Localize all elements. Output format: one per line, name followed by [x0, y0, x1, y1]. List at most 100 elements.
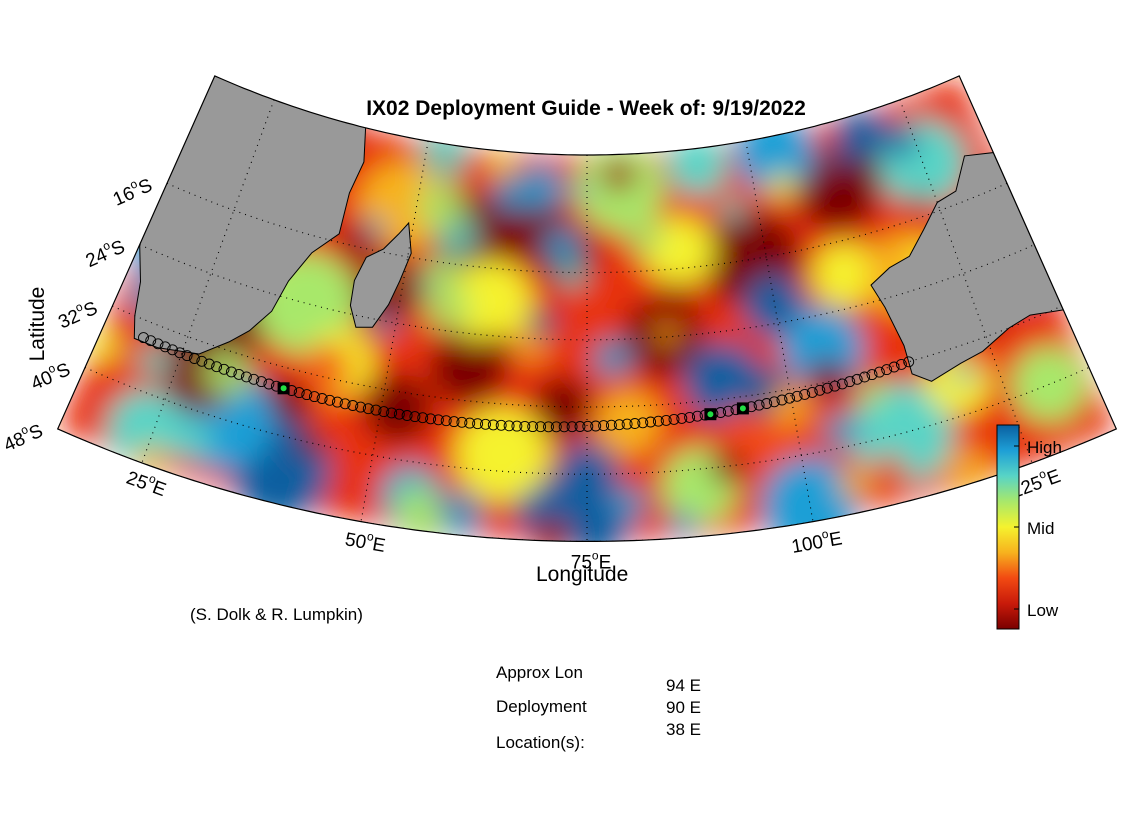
track-marker — [409, 411, 421, 423]
lon-tick-label: 50oE — [343, 525, 387, 557]
track-marker — [386, 407, 398, 419]
colorbar-label-mid: Mid — [1027, 519, 1054, 538]
y-axis-label: Latitude — [26, 286, 49, 362]
track-marker — [761, 398, 773, 409]
table-value-3: 38 E — [666, 720, 701, 739]
svg-text:48oS: 48oS — [0, 417, 46, 456]
lat-tick-label: 32oS — [54, 294, 101, 334]
track-marker — [598, 420, 610, 432]
track-marker — [859, 371, 871, 383]
track-marker — [255, 376, 267, 388]
lat-tick-label: 48oS — [0, 417, 47, 457]
svg-text:16oS: 16oS — [108, 172, 155, 211]
track-marker — [448, 416, 460, 428]
track-marker — [316, 393, 328, 404]
track-marker — [240, 371, 252, 383]
track-marker — [543, 421, 554, 433]
track-marker — [829, 380, 841, 392]
track-marker — [722, 405, 734, 417]
deployment-marker-center — [739, 405, 746, 412]
lon-tick-label: 100oE — [789, 525, 844, 558]
track-marker — [440, 415, 452, 427]
track-marker — [652, 415, 664, 427]
track-marker — [432, 414, 444, 426]
track-marker — [145, 335, 157, 347]
track-marker — [308, 391, 320, 403]
deployment-layer — [277, 382, 749, 421]
chart-title: IX02 Deployment Guide - Week of: 9/19/20… — [366, 97, 806, 120]
svg-text:50oE: 50oE — [343, 525, 387, 557]
track-marker — [425, 413, 437, 425]
track-marker — [806, 386, 818, 398]
track-marker — [866, 369, 878, 381]
table-label-line-2: Deployment — [496, 697, 587, 716]
track-layer — [138, 332, 915, 433]
track-marker — [196, 355, 208, 367]
colorbar: High Mid Low — [996, 424, 1062, 630]
deployment-marker-center — [707, 411, 714, 418]
track-marker — [401, 410, 413, 421]
track-marker — [248, 373, 260, 385]
track-marker — [480, 418, 491, 430]
table-label-line-3: Location(s): — [496, 733, 585, 752]
track-marker — [218, 363, 230, 375]
track-marker — [821, 382, 833, 394]
deployment-marker-center — [280, 385, 287, 392]
colorbar-label-high: High — [1027, 438, 1062, 457]
track-marker — [174, 347, 186, 359]
map-frame — [56, 75, 1118, 542]
table-value-1: 94 E — [666, 676, 701, 695]
track-marker — [225, 366, 237, 378]
svg-text:100oE: 100oE — [789, 525, 844, 558]
svg-text:32oS: 32oS — [54, 294, 101, 333]
track-marker — [676, 412, 688, 424]
track-marker — [167, 344, 178, 356]
track-marker — [188, 353, 200, 364]
track-marker — [691, 410, 703, 422]
track-marker — [535, 421, 547, 433]
track-marker — [417, 412, 429, 424]
track-marker — [613, 419, 625, 431]
track-marker — [903, 356, 915, 368]
track-marker — [324, 394, 336, 406]
track-marker — [582, 420, 594, 432]
track-marker — [605, 419, 617, 431]
track-marker — [558, 421, 570, 433]
track-marker — [799, 388, 811, 400]
track-marker — [495, 419, 507, 431]
track-marker — [888, 361, 900, 373]
australia-landmass — [870, 152, 1065, 382]
track-marker — [590, 420, 602, 432]
lon-tick-label: 75oE — [571, 549, 612, 574]
table-value-2: 90 E — [666, 698, 701, 717]
track-marker — [503, 420, 515, 432]
track-marker — [138, 332, 149, 344]
lat-tick-label: 24oS — [81, 233, 129, 272]
credit-text: (S. Dolk & R. Lumpkin) — [190, 605, 363, 624]
track-marker — [339, 398, 351, 410]
colorbar-label-low: Low — [1027, 601, 1059, 620]
track-marker — [347, 400, 359, 411]
track-marker — [836, 378, 848, 390]
track-marker — [233, 368, 245, 380]
track-marker — [293, 387, 305, 399]
track-marker — [621, 418, 633, 430]
track-marker — [362, 403, 374, 415]
track-marker — [472, 418, 484, 430]
svg-text:24oS: 24oS — [81, 233, 128, 272]
track-marker — [527, 421, 539, 433]
track-marker — [645, 416, 657, 428]
madagascar-landmass — [349, 221, 412, 328]
x-axis-label: Longitude — [536, 563, 629, 586]
track-marker — [550, 421, 562, 433]
track-marker — [456, 416, 468, 428]
track-marker — [574, 421, 586, 432]
track-marker — [464, 417, 476, 429]
land-layer — [133, 75, 1065, 382]
track-marker — [753, 399, 765, 411]
track-marker — [637, 417, 649, 429]
track-marker — [668, 413, 680, 425]
track-marker — [370, 404, 382, 416]
track-marker — [566, 421, 578, 433]
